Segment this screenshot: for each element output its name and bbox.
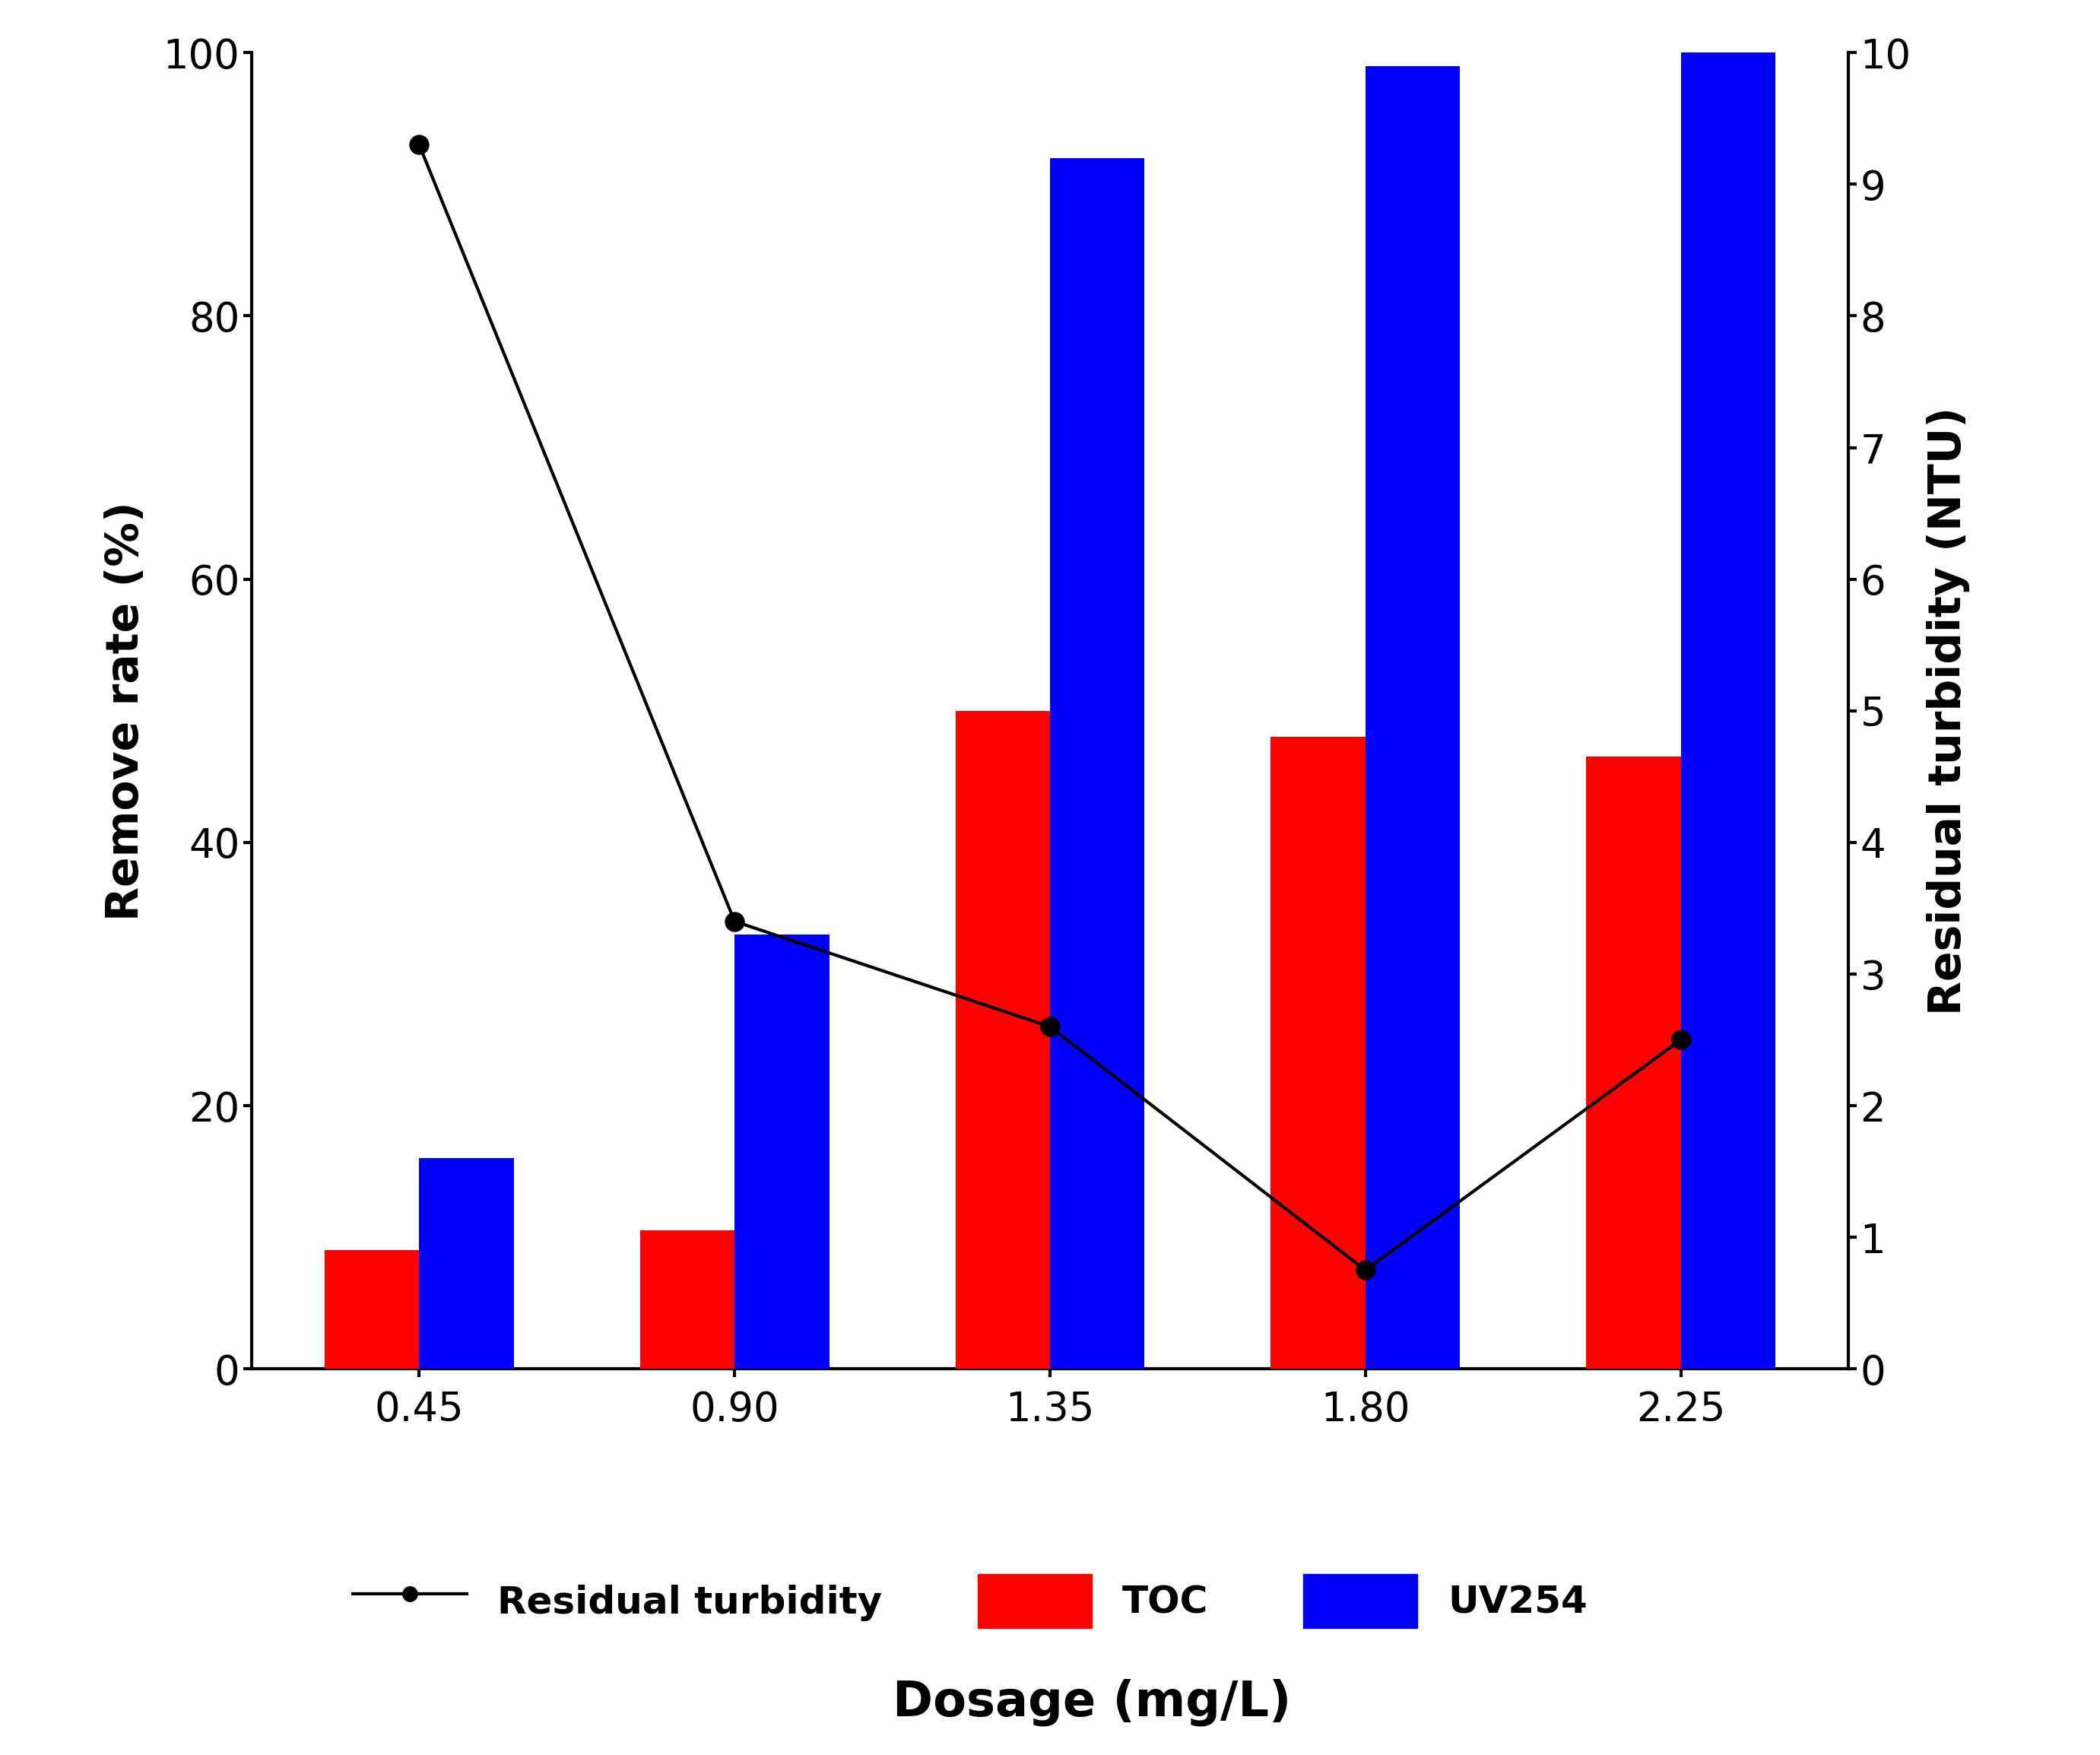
Bar: [420, 1158, 514, 1369]
Bar: [326, 1250, 420, 1369]
Bar: [1586, 756, 1680, 1369]
Bar: [735, 935, 830, 1369]
Bar: [956, 711, 1050, 1369]
Bar: [1680, 53, 1774, 1369]
Y-axis label: Residual turbidity (NTU): Residual turbidity (NTU): [1928, 407, 1970, 1014]
Bar: [1050, 158, 1145, 1369]
Legend: Residual turbidity, TOC, UV254: Residual turbidity, TOC, UV254: [338, 1558, 1602, 1643]
Bar: [1365, 67, 1459, 1369]
Y-axis label: Remove rate (%): Remove rate (%): [105, 500, 147, 921]
Bar: [640, 1230, 735, 1369]
Text: Dosage (mg/L): Dosage (mg/L): [892, 1678, 1292, 1727]
Bar: [1270, 737, 1365, 1369]
